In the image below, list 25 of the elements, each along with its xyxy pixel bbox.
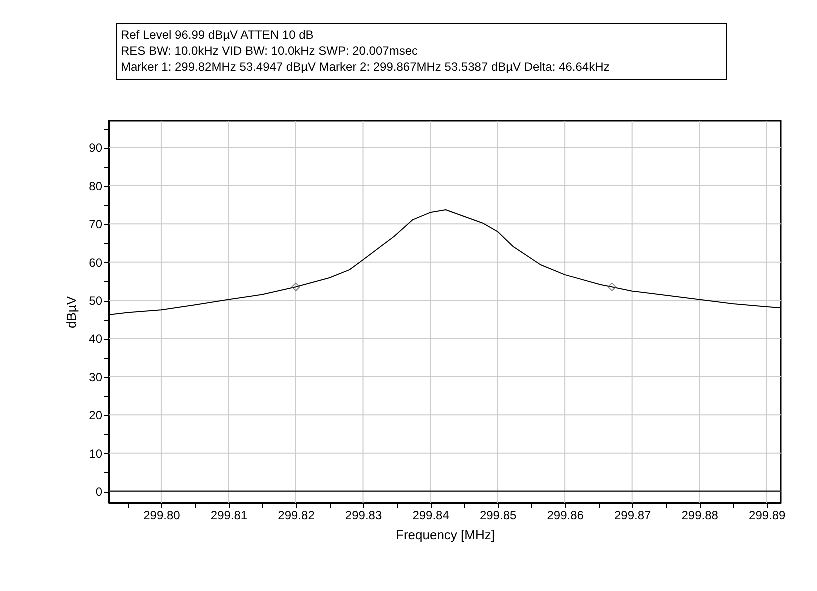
y-tick-label: 60 <box>89 256 103 270</box>
text: Ref Level 96.99 dBµV ATTEN 10 dB <box>121 28 314 42</box>
y-axis-title: dBµV <box>64 296 80 329</box>
text: Marker 1: 299.82MHz 53.4947 dBµV Marker 2: 299.867MHz 53.5387 dBµV Delta: 46.64kHz <box>121 60 610 74</box>
text: RES BW: 10.0kHz VID BW: 10.0kHz SWP: 20.007msec <box>121 44 418 58</box>
y-tick-label: 0 <box>96 485 103 500</box>
y-tick-label: 90 <box>89 141 103 156</box>
x-tick-label: 299.85 <box>480 508 517 522</box>
x-tick-label: 299.89 <box>749 508 786 522</box>
y-tick-label: 30 <box>89 370 103 384</box>
y-tick-label: 50 <box>89 294 103 308</box>
y-tick-label: 40 <box>89 332 103 346</box>
x-tick-label: 299.84 <box>412 508 450 522</box>
x-tick-label: 299.83 <box>345 508 382 522</box>
y-tick-label: 70 <box>89 218 103 232</box>
x-axis-title: Frequency [MHz] <box>396 528 495 542</box>
x-tick-label: 299.80 <box>144 508 181 522</box>
x-tick-label: 299.86 <box>547 508 584 522</box>
x-tick-label: 299.87 <box>614 508 652 522</box>
x-tick-label: 299.81 <box>210 508 248 522</box>
y-tick-label: 80 <box>89 179 103 194</box>
y-tick-label: 20 <box>89 408 103 423</box>
x-tick-label: 299.88 <box>682 508 719 522</box>
x-tick-label: 299.82 <box>278 508 316 522</box>
y-tick-label: 10 <box>89 446 103 461</box>
